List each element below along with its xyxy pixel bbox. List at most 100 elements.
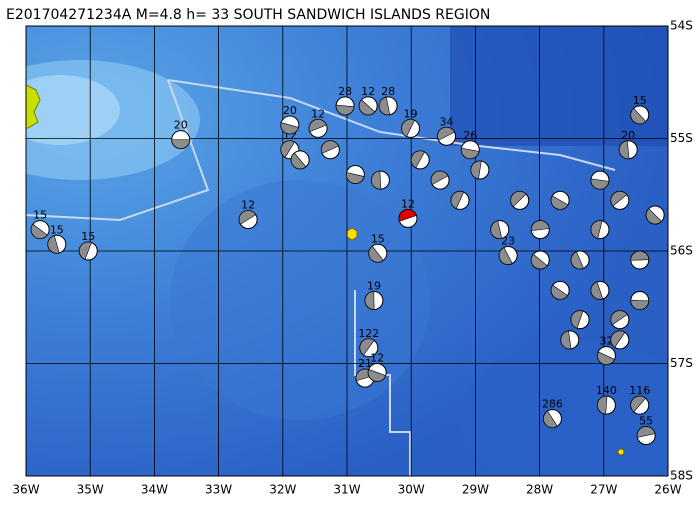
beachball-quadrant <box>630 107 647 125</box>
beachball <box>470 160 490 180</box>
depth-label: 116 <box>629 384 650 397</box>
beachball-quadrant <box>321 140 339 154</box>
beachball <box>410 150 430 170</box>
depth-label: 20 <box>174 119 188 132</box>
lon-label: 33W <box>205 483 232 497</box>
map-frame <box>25 25 669 477</box>
beachball: 32 <box>596 335 616 366</box>
beachball <box>530 220 550 240</box>
beachball-quadrant <box>550 195 569 210</box>
beachball: 15 <box>78 230 98 261</box>
beachball: 122 <box>358 327 379 358</box>
beachball: 12 <box>398 197 418 228</box>
beachball-quadrant <box>367 369 387 382</box>
beachball-quadrant <box>410 150 425 169</box>
beachball-quadrant <box>560 330 572 350</box>
beachball <box>610 310 630 330</box>
beachball-quadrant <box>450 191 465 209</box>
lon-label: 30W <box>398 483 425 497</box>
beachball-quadrant <box>636 426 656 438</box>
lat-label: 56S <box>670 244 693 258</box>
depth-label: 12 <box>361 85 375 98</box>
beachball-quadrant <box>590 178 610 190</box>
beachball-quadrant <box>359 338 375 356</box>
beachball-quadrant <box>618 140 630 160</box>
lon-label: 36W <box>12 483 39 497</box>
beachball <box>610 190 630 210</box>
beachball-quadrant <box>470 160 482 180</box>
depth-label: 20 <box>621 129 635 142</box>
beachball: 15 <box>30 209 50 240</box>
beachball-quadrant <box>47 235 60 254</box>
beachball <box>510 190 530 210</box>
beachball <box>630 291 650 310</box>
beachball: 28 <box>378 85 398 116</box>
beachball: 15 <box>368 232 388 263</box>
beachball <box>370 170 390 190</box>
beachball: 20 <box>280 104 300 135</box>
beachball-quadrant <box>358 99 376 116</box>
lon-label: 29W <box>462 483 489 497</box>
beachball <box>570 310 590 330</box>
beachball <box>320 140 340 160</box>
beachball-quadrant <box>610 310 628 326</box>
depth-label: 21 <box>358 357 372 370</box>
lat-label: 54S <box>670 19 693 33</box>
beachball-quadrant <box>490 220 503 239</box>
beachball-quadrant <box>543 410 558 428</box>
beachball <box>570 250 590 270</box>
beachball <box>590 280 610 300</box>
beachball-quadrant <box>570 251 584 270</box>
depth-label: 28 <box>381 85 395 98</box>
depth-label: 15 <box>33 209 47 222</box>
depth-label: 12 <box>370 352 384 365</box>
beachball-quadrant <box>630 395 647 413</box>
beachball-quadrant <box>335 104 355 116</box>
beachball-quadrant <box>398 209 417 222</box>
beachball: 15 <box>630 94 650 125</box>
beachball-quadrant <box>79 241 92 260</box>
beachball-quadrant <box>610 191 628 207</box>
depth-label: 140 <box>596 384 617 397</box>
beachball: 12 <box>238 199 258 229</box>
beachball-quadrant <box>171 139 191 149</box>
beachball-quadrant <box>531 220 550 232</box>
beachball-quadrant <box>531 253 548 270</box>
beachball <box>645 205 665 225</box>
beachball: 20 <box>618 129 638 160</box>
beachball-quadrant <box>368 245 384 263</box>
depth-label: 26 <box>463 129 477 142</box>
lon-label: 32W <box>269 483 296 497</box>
beachball <box>610 330 630 350</box>
beachball: 23 <box>498 235 518 265</box>
beachball: 26 <box>460 129 480 160</box>
beachball <box>590 170 610 190</box>
beachball-quadrant <box>308 119 327 133</box>
beachball <box>590 220 610 240</box>
lon-label: 28W <box>526 483 553 497</box>
beachball-quadrant <box>610 330 626 348</box>
beachball-quadrant <box>498 247 513 265</box>
beachball: 19 <box>401 107 421 138</box>
beachball: 140 <box>596 384 617 415</box>
depth-label: 19 <box>404 107 418 120</box>
beachball-quadrant <box>290 152 307 170</box>
beachball-quadrant <box>570 310 584 329</box>
depth-label: 55 <box>639 415 653 428</box>
beachball: 12 <box>358 85 378 116</box>
beachball-quadrant <box>430 170 449 185</box>
depth-label: 32 <box>599 335 613 348</box>
depth-label: 286 <box>542 398 563 411</box>
beachball: 15 <box>47 223 67 254</box>
beachball-quadrant <box>590 220 603 239</box>
beachball-quadrant <box>590 281 604 300</box>
beachball <box>550 280 570 300</box>
beachball <box>630 250 650 270</box>
beachball: 55 <box>636 415 656 445</box>
depth-label: 12 <box>401 197 415 210</box>
beachball: 286 <box>542 398 563 429</box>
beachball-quadrant <box>364 291 375 310</box>
lon-label: 34W <box>141 483 168 497</box>
